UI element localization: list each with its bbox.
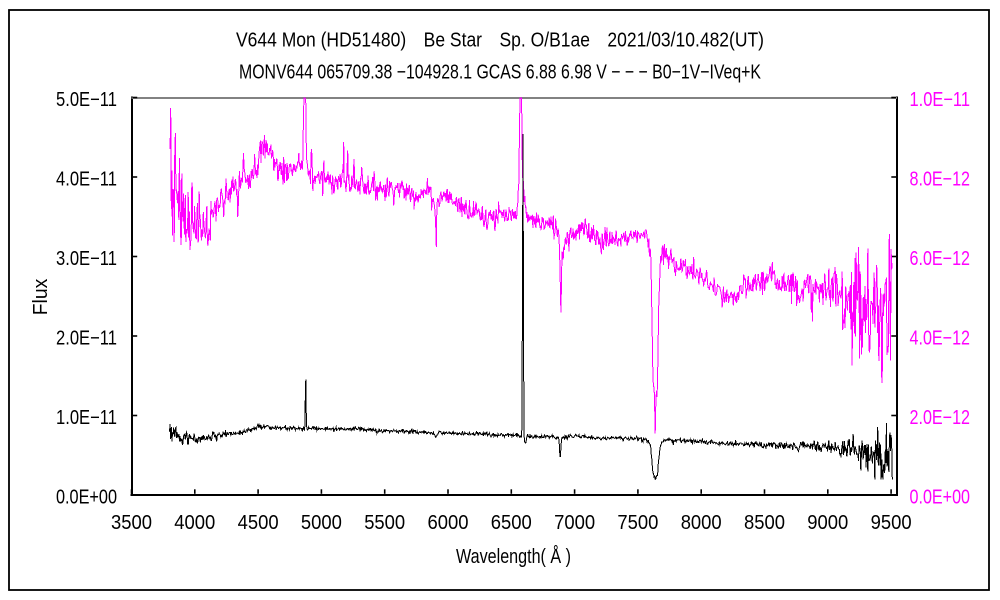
svg-text:8500: 8500 (744, 512, 785, 534)
svg-text:MONV644 065709.38 −104928.1 GC: MONV644 065709.38 −104928.1 GCAS 6.88 6.… (239, 62, 762, 84)
svg-text:0.0E+00: 0.0E+00 (910, 486, 971, 508)
svg-text:6500: 6500 (491, 512, 532, 534)
svg-text:4000: 4000 (174, 512, 215, 534)
svg-text:7500: 7500 (617, 512, 658, 534)
svg-text:3.0E−11: 3.0E−11 (56, 248, 117, 270)
svg-text:0.0E+00: 0.0E+00 (56, 486, 117, 508)
svg-text:1.0E−11: 1.0E−11 (910, 89, 971, 111)
svg-text:3500: 3500 (111, 512, 152, 534)
svg-text:Flux: Flux (30, 279, 52, 316)
svg-text:6000: 6000 (428, 512, 469, 534)
svg-text:5000: 5000 (301, 512, 342, 534)
svg-text:5500: 5500 (364, 512, 405, 534)
svg-text:4.0E−11: 4.0E−11 (56, 168, 117, 190)
svg-text:5.0E−11: 5.0E−11 (56, 89, 117, 111)
svg-text:1.0E−11: 1.0E−11 (56, 407, 117, 429)
svg-text:4.0E−12: 4.0E−12 (910, 327, 971, 349)
svg-text:8.0E−12: 8.0E−12 (910, 168, 971, 190)
svg-text:4500: 4500 (238, 512, 279, 534)
svg-text:6.0E−12: 6.0E−12 (910, 248, 971, 270)
svg-text:9500: 9500 (871, 512, 912, 534)
svg-text:Wavelength( Å ): Wavelength( Å ) (456, 545, 571, 568)
svg-text:2.0E−11: 2.0E−11 (56, 327, 117, 349)
svg-text:V644 Mon (HD51480) Be Star S: V644 Mon (HD51480) Be Star Sp. O/B1ae 20… (236, 30, 764, 52)
svg-text:9000: 9000 (807, 512, 848, 534)
svg-text:8000: 8000 (681, 512, 722, 534)
svg-text:7000: 7000 (554, 512, 595, 534)
svg-text:2.0E−12: 2.0E−12 (910, 407, 971, 429)
